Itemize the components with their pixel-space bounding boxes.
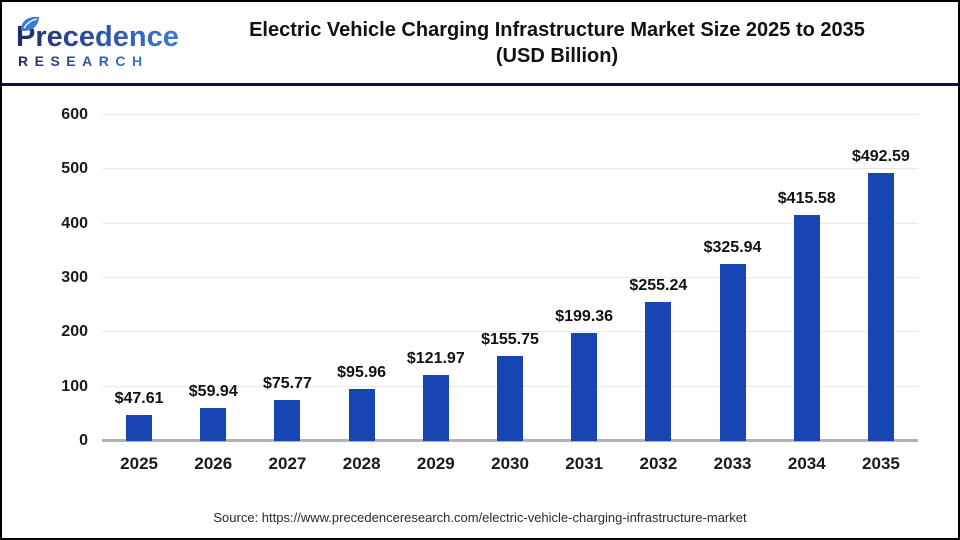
bar-2028 <box>348 388 375 441</box>
footer: Source: https://www.precedenceresearch.c… <box>2 509 958 527</box>
bar-value-label-2035: $492.59 <box>851 148 910 166</box>
chart-title: Electric Vehicle Charging Infrastructure… <box>186 17 928 69</box>
x-tick-label-2035: 2035 <box>862 454 900 473</box>
gridline-300 <box>102 277 918 278</box>
gridline-200 <box>102 331 918 333</box>
x-tick-label-2033: 2033 <box>713 454 752 473</box>
bar-value-label-2027: $75.77 <box>262 374 312 392</box>
bar-value-label-2029: $121.97 <box>406 349 465 367</box>
x-tick-label-2034: 2034 <box>787 454 826 473</box>
y-tick-label-500: 500 <box>61 160 88 178</box>
bar-column-2035: $492.59 <box>844 115 918 441</box>
chart-title-line1: Electric Vehicle Charging Infrastructure… <box>249 18 865 41</box>
leaf-icon <box>21 16 39 31</box>
x-tick-label-2028: 2028 <box>342 454 381 473</box>
x-tick-label-2030: 2030 <box>491 454 529 473</box>
x-tick-label-2032: 2032 <box>639 454 678 473</box>
bar-value-label-2031: $199.36 <box>555 307 614 325</box>
bar-2033 <box>719 263 746 441</box>
bar-column-2026: $59.94 <box>176 115 250 441</box>
bar-column-2025: $47.61 <box>102 115 176 441</box>
bar-column-2027: $75.77 <box>250 115 324 441</box>
bar-value-label-2032: $255.24 <box>629 277 688 295</box>
bar-2026 <box>200 408 227 441</box>
bar-2034 <box>793 215 820 441</box>
bar-column-2029: $121.97 <box>399 115 473 441</box>
bar-value-label-2034: $415.58 <box>777 190 836 208</box>
x-tick-label-2029: 2029 <box>416 454 455 473</box>
y-tick-label-200: 200 <box>61 323 88 341</box>
y-tick-label-400: 400 <box>61 214 88 232</box>
bar-column-2032: $255.24 <box>621 115 695 441</box>
bar-2032 <box>645 302 672 441</box>
bar-2027 <box>274 399 301 441</box>
bar-value-label-2033: $325.94 <box>703 238 762 256</box>
gridline-600 <box>102 114 918 115</box>
chart-title-line2: (USD Billion) <box>495 44 619 67</box>
logo-graphic: Precedence RESEARCH <box>16 16 178 69</box>
leaf-vein <box>23 17 38 28</box>
bar-column-2028: $95.96 <box>325 115 399 441</box>
x-tick-label-2026: 2026 <box>194 454 233 473</box>
bar-column-2033: $325.94 <box>695 115 769 441</box>
gridline-500 <box>102 168 918 170</box>
bar-value-label-2030: $155.75 <box>481 331 539 349</box>
gridline-400 <box>102 222 918 224</box>
plot-area: $47.61 $59.94 $75.77 $95.96 $121.97 $155.75 $1… <box>102 114 918 442</box>
y-tick-label-0: 0 <box>79 432 88 449</box>
source-text: Source: https://www.precedenceresearch.c… <box>213 510 747 525</box>
bar-2031 <box>571 332 598 441</box>
y-tick-label-300: 300 <box>61 269 88 286</box>
bar-2035 <box>867 173 894 441</box>
bar-column-2030: $155.75 <box>473 115 547 441</box>
bar-column-2034: $415.58 <box>770 115 844 441</box>
x-tick-label-2027: 2027 <box>268 454 307 473</box>
logo-brand-text: Precedence <box>16 21 178 53</box>
precedence-research-logo: Precedence RESEARCH <box>16 14 186 72</box>
y-axis: 0 100 200 300 400 500 600 <box>2 106 88 449</box>
bar-2029 <box>422 374 449 441</box>
logo-sub-text: RESEARCH <box>18 53 149 69</box>
y-tick-label-600: 600 <box>61 106 88 123</box>
x-axis: 2025 2026 2027 2028 2029 2030 2031 2032 2033 2034… <box>102 454 918 476</box>
x-tick-label-2025: 2025 <box>120 454 158 473</box>
bar-value-label-2026: $59.94 <box>188 383 238 401</box>
bar-value-label-2028: $95.96 <box>337 363 387 381</box>
bar-2030 <box>496 356 523 441</box>
x-tick-label-2031: 2031 <box>565 454 604 473</box>
header: Precedence RESEARCH Electric Vehicle Cha… <box>2 2 958 86</box>
bar-column-2031: $199.36 <box>547 115 621 441</box>
y-tick-label-100: 100 <box>61 377 88 395</box>
bar-2025 <box>126 415 153 441</box>
bar-value-label-2025: $47.61 <box>114 390 164 408</box>
